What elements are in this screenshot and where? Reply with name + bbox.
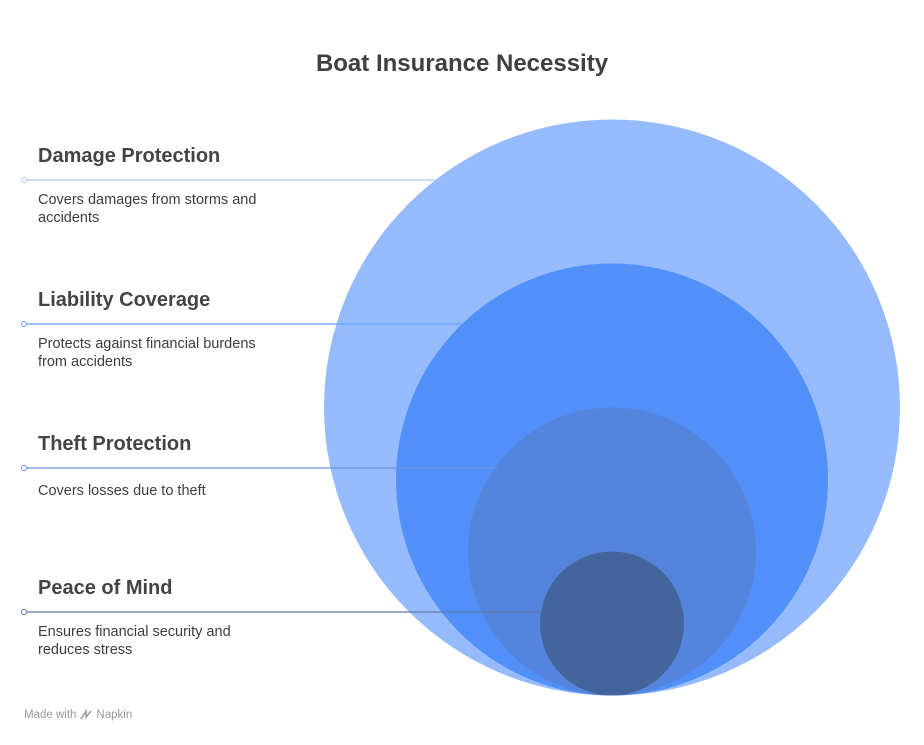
item-description: Covers damages from storms and accidents xyxy=(38,192,257,226)
footer-brand: Napkin xyxy=(96,709,133,721)
footer: Made with Napkin xyxy=(24,709,132,721)
napkin-logo xyxy=(80,709,92,720)
item-description: Protects against financial burdens from … xyxy=(38,336,256,370)
title: Boat Insurance Necessity xyxy=(315,50,609,77)
item-heading: Theft Protection xyxy=(38,433,192,455)
connector-dot xyxy=(21,321,27,327)
connector-dot xyxy=(21,609,27,615)
connector-dot xyxy=(21,177,27,183)
inner-circle xyxy=(540,551,684,696)
item-heading: Damage Protection xyxy=(38,145,221,167)
item-description: Covers losses due to theft xyxy=(38,483,206,499)
item-heading: Liability Coverage xyxy=(38,289,211,311)
footer-prefix: Made with xyxy=(24,709,77,721)
item-heading: Peace of Mind xyxy=(38,577,173,599)
connector-dot xyxy=(21,465,27,471)
item-description: Ensures financial security and reduces s… xyxy=(38,624,231,658)
